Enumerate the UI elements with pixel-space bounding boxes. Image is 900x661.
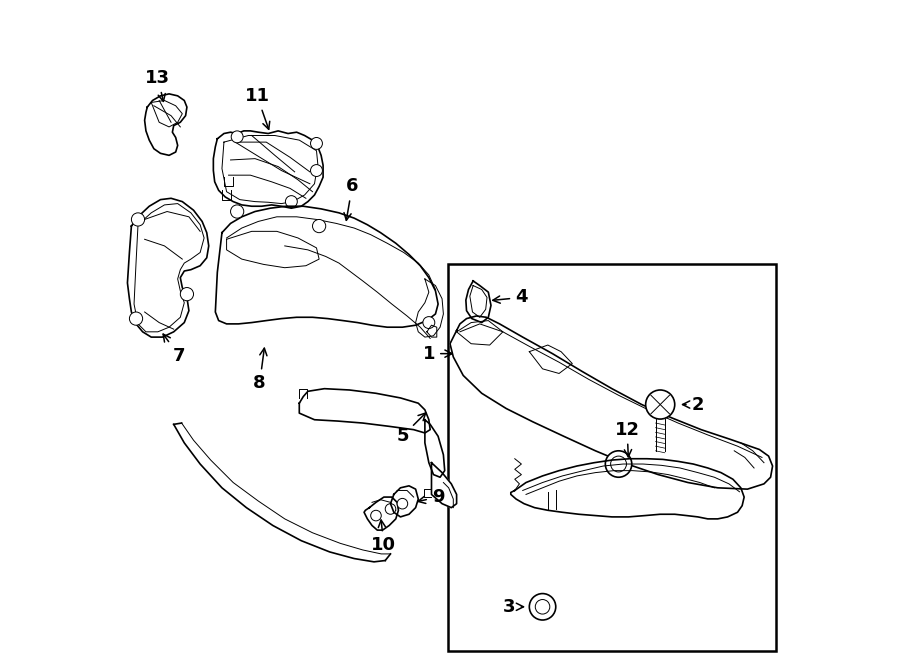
Text: 6: 6 — [344, 177, 358, 220]
Polygon shape — [145, 94, 187, 155]
Polygon shape — [425, 420, 445, 477]
Polygon shape — [431, 463, 456, 508]
Polygon shape — [364, 497, 399, 530]
Polygon shape — [215, 206, 438, 327]
Circle shape — [310, 165, 322, 176]
Polygon shape — [450, 316, 772, 489]
Circle shape — [310, 137, 322, 149]
Bar — [448, 264, 776, 651]
Text: 2: 2 — [682, 395, 704, 414]
Circle shape — [131, 213, 145, 226]
Circle shape — [385, 504, 396, 514]
Text: 5: 5 — [396, 413, 426, 446]
Polygon shape — [391, 486, 419, 517]
Text: 9: 9 — [418, 488, 445, 506]
Circle shape — [130, 312, 142, 325]
Polygon shape — [466, 281, 491, 323]
Circle shape — [645, 390, 675, 419]
Polygon shape — [300, 389, 430, 433]
Circle shape — [529, 594, 556, 620]
Circle shape — [371, 510, 382, 521]
Circle shape — [423, 317, 435, 329]
Text: 12: 12 — [615, 420, 640, 457]
Circle shape — [285, 196, 297, 208]
Text: 7: 7 — [163, 334, 185, 365]
Polygon shape — [128, 198, 209, 337]
Circle shape — [610, 456, 626, 472]
Circle shape — [312, 219, 326, 233]
Circle shape — [180, 288, 194, 301]
Text: 8: 8 — [253, 348, 267, 393]
Text: 1: 1 — [423, 344, 452, 363]
Circle shape — [230, 205, 244, 218]
Text: 4: 4 — [493, 288, 527, 307]
Circle shape — [397, 498, 408, 509]
Circle shape — [606, 451, 632, 477]
Text: 10: 10 — [372, 520, 396, 555]
Text: 11: 11 — [245, 87, 270, 130]
Polygon shape — [213, 131, 323, 208]
Circle shape — [536, 600, 550, 614]
Polygon shape — [174, 423, 391, 562]
Circle shape — [231, 131, 243, 143]
Text: 13: 13 — [145, 69, 170, 101]
Polygon shape — [511, 459, 744, 519]
Text: 3: 3 — [503, 598, 524, 616]
